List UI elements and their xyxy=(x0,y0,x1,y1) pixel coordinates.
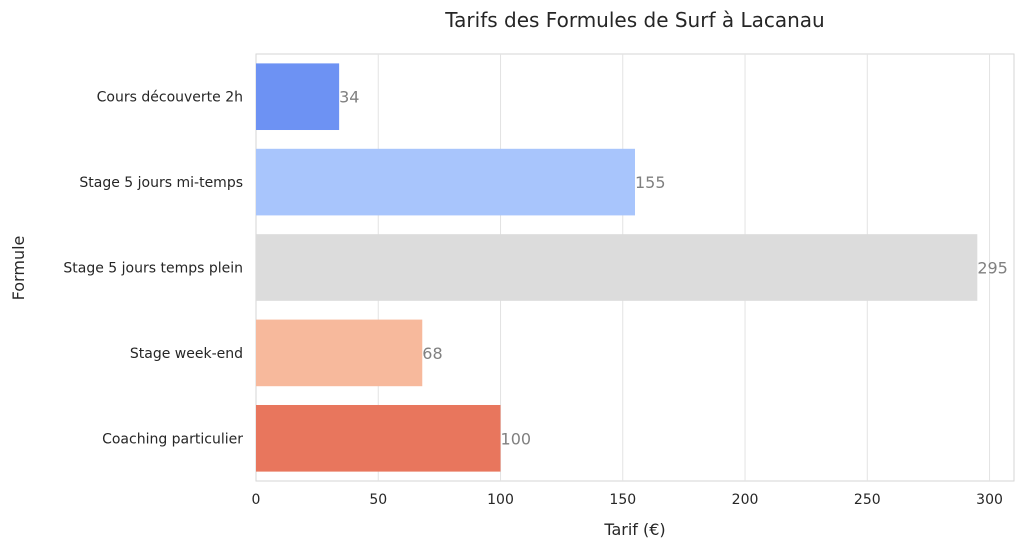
bar xyxy=(256,63,340,131)
bar xyxy=(256,234,978,301)
bar xyxy=(256,404,501,472)
data-label: 68 xyxy=(422,344,442,363)
chart-title: Tarifs des Formules de Surf à Lacanau xyxy=(444,8,824,32)
data-labels: 34 155 295 68 100 xyxy=(339,88,1008,449)
bar xyxy=(256,148,635,216)
x-tick-label: 200 xyxy=(732,492,759,508)
data-label: 295 xyxy=(977,259,1008,278)
x-tick-label: 0 xyxy=(252,492,261,508)
category-label: Stage 5 jours temps plein xyxy=(63,261,243,277)
bars xyxy=(256,63,978,472)
data-label: 100 xyxy=(501,429,532,448)
data-label: 34 xyxy=(339,88,359,107)
data-label: 155 xyxy=(635,173,666,192)
category-label: Coaching particulier xyxy=(102,431,243,447)
category-label: Stage 5 jours mi-temps xyxy=(79,175,243,191)
x-tick-label: 50 xyxy=(369,492,387,508)
category-label: Cours découverte 2h xyxy=(97,90,243,106)
y-axis-label: Formule xyxy=(9,236,28,301)
category-label: Stage week-end xyxy=(130,346,243,362)
x-tick-label: 300 xyxy=(976,492,1003,508)
category-labels: Cours découverte 2h Stage 5 jours mi-temp… xyxy=(63,90,243,448)
x-tick-label: 100 xyxy=(487,492,514,508)
bar xyxy=(256,319,423,387)
x-axis-label: Tarif (€) xyxy=(603,520,665,539)
x-tick-label: 250 xyxy=(854,492,881,508)
x-tick-labels: 0 50 100 150 200 250 300 xyxy=(252,492,1003,508)
x-tick-label: 150 xyxy=(609,492,636,508)
